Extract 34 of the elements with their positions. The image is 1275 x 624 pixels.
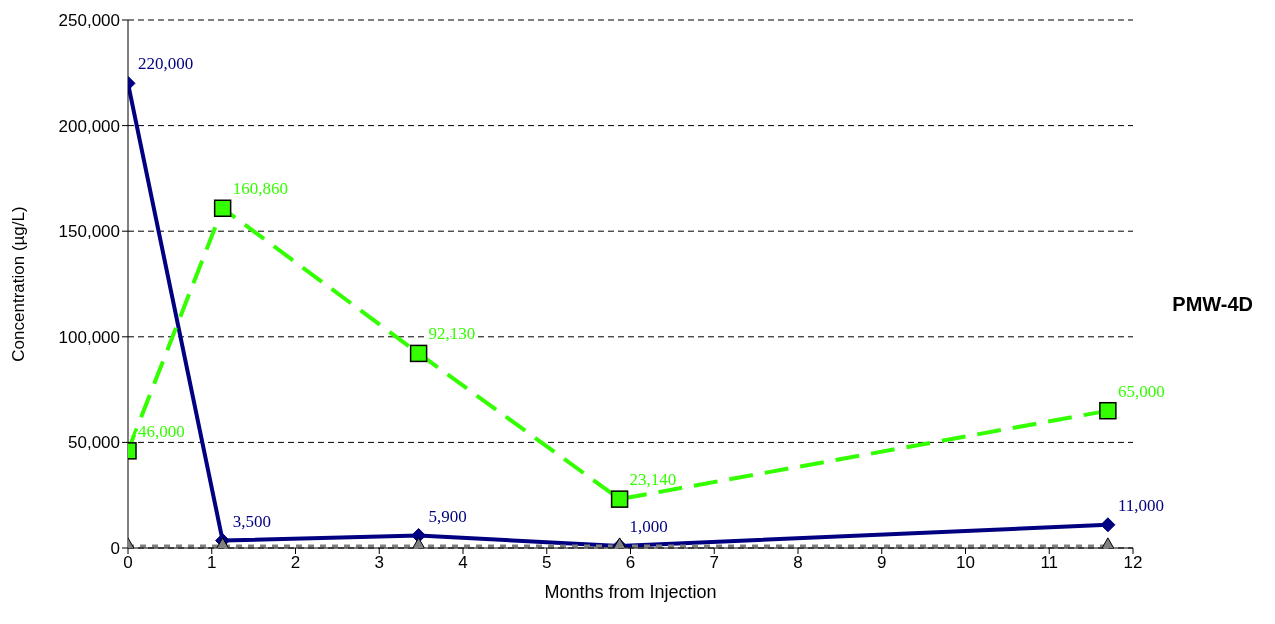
point [213, 199, 232, 218]
x-tick-label: 8 [793, 553, 803, 573]
data-label: 160,860 [232, 179, 288, 199]
data-label: 5,900 [428, 506, 467, 526]
data-label: 46,000 [138, 421, 185, 441]
data-label: 23,140 [629, 470, 677, 490]
x-tick-label: 4 [458, 553, 468, 573]
x-tick-label: 3 [374, 553, 384, 573]
x-tick-label: 2 [290, 553, 301, 573]
x-tick-label: 11 [1040, 553, 1059, 573]
data-label: 3,500 [232, 511, 271, 531]
x-axis-title: Months from Injection [544, 582, 717, 602]
point [409, 344, 428, 363]
y-tick-label: 0 [110, 539, 120, 559]
x-tick-label: 5 [542, 553, 552, 573]
point [1099, 401, 1117, 420]
y-tick-label: 200,000 [58, 116, 120, 136]
y-tick-label: 50,000 [68, 433, 120, 453]
x-tick-label: 9 [877, 553, 887, 573]
x-tick-label: 7 [709, 553, 719, 573]
x-tick-label: 6 [625, 553, 636, 573]
y-tick-label: 150,000 [58, 222, 120, 242]
data-label: 1,000 [629, 516, 668, 536]
y-tick-label: 250,000 [58, 11, 120, 31]
y-axis-title: Concentration (µg/L) [9, 206, 29, 362]
x-tick-label: 12 [1123, 553, 1143, 573]
y-tick-label: 100,000 [58, 327, 120, 347]
data-label: 220,000 [138, 54, 194, 74]
x-tick-label: 10 [956, 553, 975, 573]
x-tick-label: 1 [207, 553, 217, 573]
x-tick-label: 0 [123, 553, 133, 573]
data-label: 11,000 [1117, 495, 1164, 515]
text: PMW-4D [1172, 293, 1253, 316]
data-label: 65,000 [1117, 381, 1165, 401]
